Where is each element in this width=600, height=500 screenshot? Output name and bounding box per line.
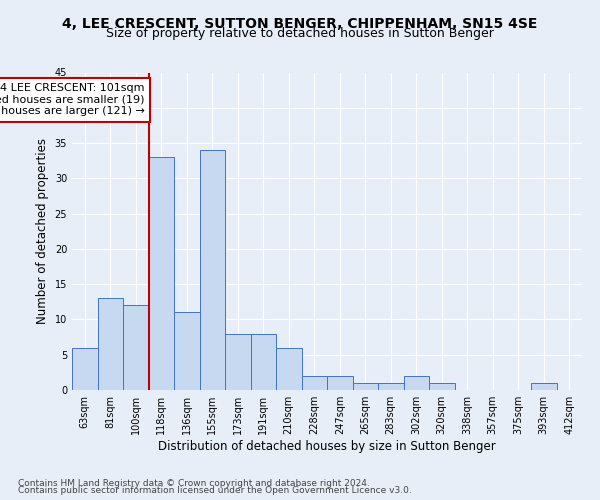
Bar <box>199 150 225 390</box>
X-axis label: Distribution of detached houses by size in Sutton Benger: Distribution of detached houses by size … <box>158 440 496 453</box>
Y-axis label: Number of detached properties: Number of detached properties <box>36 138 49 324</box>
Text: Size of property relative to detached houses in Sutton Benger: Size of property relative to detached ho… <box>106 28 494 40</box>
Bar <box>302 376 327 390</box>
Bar <box>378 383 404 390</box>
Bar <box>531 383 557 390</box>
Bar <box>327 376 353 390</box>
Bar <box>97 298 123 390</box>
Text: 4 LEE CRESCENT: 101sqm
← 14% of detached houses are smaller (19)
86% of semi-det: 4 LEE CRESCENT: 101sqm ← 14% of detached… <box>0 83 145 116</box>
Text: 4, LEE CRESCENT, SUTTON BENGER, CHIPPENHAM, SN15 4SE: 4, LEE CRESCENT, SUTTON BENGER, CHIPPENH… <box>62 18 538 32</box>
Bar <box>404 376 429 390</box>
Text: Contains HM Land Registry data © Crown copyright and database right 2024.: Contains HM Land Registry data © Crown c… <box>18 478 370 488</box>
Bar <box>251 334 276 390</box>
Bar <box>353 383 378 390</box>
Bar <box>276 348 302 390</box>
Bar <box>149 157 174 390</box>
Text: Contains public sector information licensed under the Open Government Licence v3: Contains public sector information licen… <box>18 486 412 495</box>
Bar <box>72 348 97 390</box>
Bar <box>174 312 199 390</box>
Bar <box>123 306 149 390</box>
Bar <box>225 334 251 390</box>
Bar <box>429 383 455 390</box>
